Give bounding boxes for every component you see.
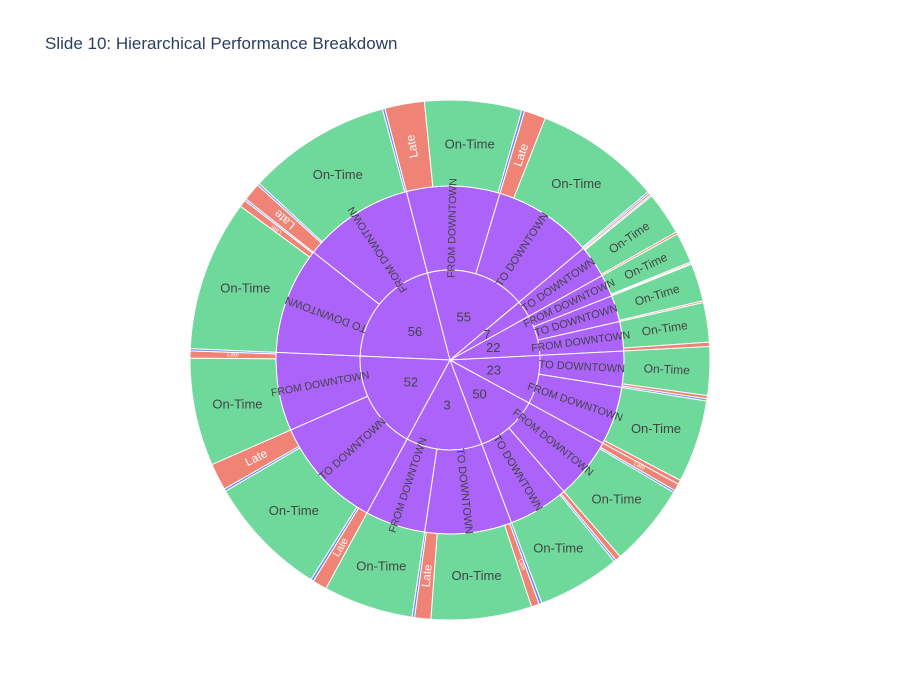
status-segment-3-6-to-downtown0-late1-label: Late <box>516 558 526 572</box>
status-segment-22-3-from-downtown2-on-time0-label: On-Time <box>641 318 689 339</box>
status-segment-3-6-to-downtown0-late3-label: Late <box>420 564 435 588</box>
status-segment-3-6-to-downtown0-on-time2-label: On-Time <box>452 568 502 583</box>
status-segment-56-0-to-downtown0-on-time0-label: On-Time <box>220 280 270 295</box>
status-segment-23-4-from-downtown1-on-time0-label: On-Time <box>631 421 681 436</box>
chart-title: Slide 10: Hierarchical Performance Break… <box>45 34 398 53</box>
status-segment-50-5-to-downtown1-on-time2-label: On-Time <box>533 541 583 556</box>
status-segment-52-7-from-downtown1-on-time0-label: On-Time <box>212 396 262 411</box>
status-segment-55-1-from-downtown0-late0-label: Late <box>403 133 421 159</box>
status-segment-55-1-from-downtown0-on-time1-label: On-Time <box>445 136 495 151</box>
route-segment-52-7-label: 52 <box>404 375 418 390</box>
status-segment-50-5-from-downtown0-late0-label: Late <box>633 461 647 472</box>
route-segment-7-2-label: 7 <box>483 327 490 342</box>
status-segment-23-4-to-downtown0-on-time0-label: On-Time <box>643 361 690 377</box>
route-segment-3-6-label: 3 <box>443 397 450 412</box>
direction-segment-55-1-from-downtown0-label: FROM DOWNTOWN <box>446 178 460 278</box>
status-segment-52-7-from-downtown1-late1-label: Late <box>227 352 239 358</box>
route-segment-23-4-label: 23 <box>487 362 501 377</box>
route-segment-55-1-label: 55 <box>457 310 471 325</box>
route-segment-56-0-label: 56 <box>408 324 422 339</box>
status-segment-55-1-to-downtown1-on-time1-label: On-Time <box>551 176 601 191</box>
status-segment-52-7-to-downtown0-on-time2-label: On-Time <box>269 503 319 518</box>
status-segment-50-5-from-downtown0-on-time2-label: On-Time <box>591 492 641 507</box>
status-segment-56-0-from-downtown1-on-time2-label: On-Time <box>313 167 363 182</box>
direction-segment-23-4-to-downtown0-label: TO DOWNTOWN <box>538 359 625 376</box>
route-segment-50-5-label: 50 <box>472 386 486 401</box>
route-segment-22-3-label: 22 <box>486 340 500 355</box>
status-segment-52-7-from-downtown1-other2[interactable] <box>189 348 277 355</box>
status-segment-3-6-from-downtown1-on-time0-label: On-Time <box>356 558 406 573</box>
